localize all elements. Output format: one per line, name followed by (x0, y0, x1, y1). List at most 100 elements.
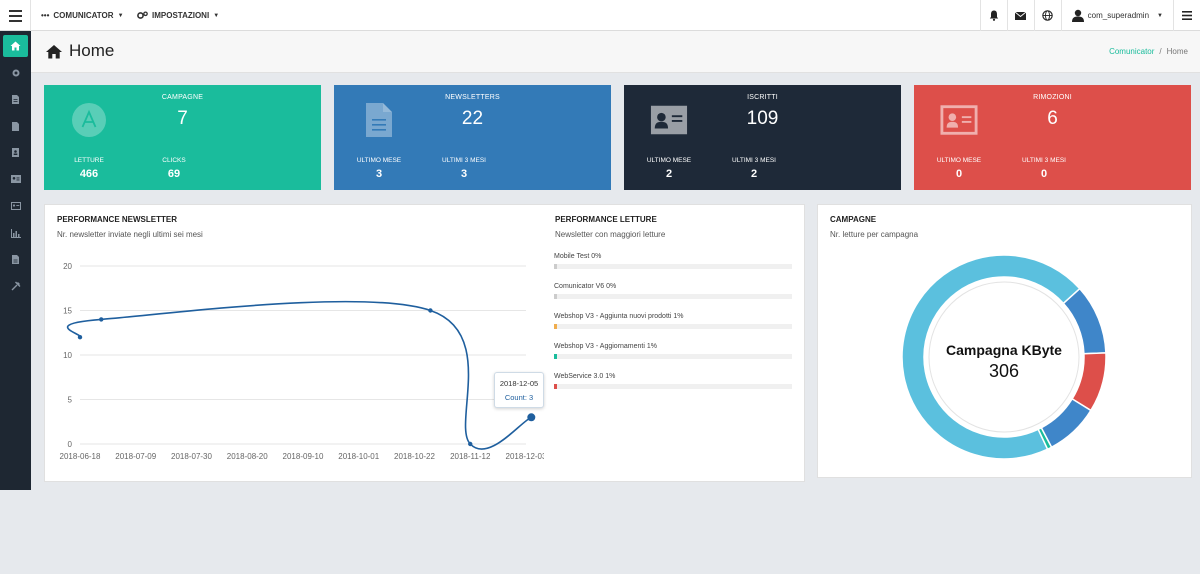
document-icon (12, 121, 19, 131)
card-sub-label: ULTIMO MESE (356, 157, 402, 164)
sidebar-item-contacts[interactable] (3, 141, 28, 163)
donut-slice[interactable] (901, 254, 1081, 460)
document-icon (360, 101, 398, 139)
progress-item: Mobile Test 0% (554, 253, 792, 269)
progress-fill (554, 354, 557, 359)
menu-comunicator-label: COMUNICATOR (53, 11, 114, 20)
sidebar-item-subscribers[interactable] (3, 168, 28, 190)
progress-label: Mobile Test 0% (554, 253, 602, 260)
card-rimozioni[interactable]: RIMOZIONI 6 ULTIMO MESE 0 ULTIMI 3 MESI … (914, 85, 1191, 190)
circle-icon (12, 69, 19, 77)
language-button[interactable] (1033, 0, 1061, 31)
x-tick-label: 2018-10-22 (394, 452, 435, 461)
chart-tooltip: 2018-12-05 Count: 3 (494, 372, 544, 408)
progress-label: Webshop V3 - Aggiornamenti 1% (554, 343, 657, 350)
breadcrumb: Comunicator / Home (1109, 47, 1188, 56)
breadcrumb-separator: / (1159, 47, 1162, 56)
card-value: 7 (177, 108, 188, 129)
performance-letture-subtitle: Newsletter con maggiori letture (555, 230, 666, 239)
card-label: ISCRITTI (747, 94, 778, 101)
progress-fill (554, 324, 557, 329)
sidebar-item-campaigns[interactable] (3, 62, 28, 84)
donut-center (928, 281, 1080, 433)
sidebar-item-reports[interactable] (3, 248, 28, 270)
sidebar-item-newsletters[interactable] (3, 88, 28, 110)
donut-center-value: 306 (989, 361, 1019, 381)
breadcrumb-link-comunicator[interactable]: Comunicator (1109, 47, 1155, 56)
x-tick-label: 2018-11-12 (450, 452, 491, 461)
bell-icon (989, 10, 998, 21)
x-tick-label: 2018-10-01 (338, 452, 379, 461)
card-newsletters[interactable]: NEWSLETTERS 22 ULTIMO MESE 3 ULTIMI 3 ME… (334, 85, 611, 190)
sidebar-item-home[interactable] (3, 35, 28, 57)
id-card-icon (10, 175, 21, 183)
x-tick-label: 2018-07-09 (115, 452, 156, 461)
file-text-icon (12, 254, 19, 264)
data-point[interactable] (99, 317, 104, 322)
card-iscritti[interactable]: ISCRITTI 109 ULTIMO MESE 2 ULTIMI 3 MESI… (624, 85, 901, 190)
messages-button[interactable] (1006, 0, 1034, 31)
x-tick-label: 2018-09-10 (283, 452, 324, 461)
file-icon (12, 94, 19, 104)
card-sub-label: ULTIMO MESE (646, 157, 692, 164)
notifications-button[interactable] (979, 0, 1007, 31)
card-value: 6 (1047, 108, 1058, 129)
menu-impostazioni[interactable]: IMPOSTAZIONI ▼ (137, 0, 219, 31)
sidebar-item-tools[interactable] (3, 275, 28, 297)
envelope-icon (1015, 11, 1027, 20)
donut-slice[interactable] (1037, 426, 1053, 451)
card-sub-value: 2 (665, 168, 673, 180)
bar-chart-icon (10, 228, 21, 238)
campaign-logo-icon (70, 101, 108, 139)
tooltip-date: 2018-12-05 (499, 379, 539, 388)
card-sub-value: 69 (167, 168, 181, 180)
sidebar-item-templates[interactable] (3, 115, 28, 137)
progress-item: Webshop V3 - Aggiunta nuovi prodotti 1% (554, 313, 792, 329)
progress-label: Comunicator V6 0% (554, 283, 617, 290)
x-tick-label: 2018-12-03 (506, 452, 544, 461)
card-sub-value: 2 (750, 168, 758, 180)
id-card-outline-icon (10, 202, 21, 210)
progress-fill (554, 264, 557, 269)
home-icon (10, 41, 21, 51)
x-tick-label: 2018-08-20 (227, 452, 268, 461)
performance-letture-title: PERFORMANCE LETTURE (555, 215, 657, 224)
page-title: Home (69, 41, 115, 60)
top-bar: ••• COMUNICATOR ▼ IMPOSTAZIONI ▼ com_sup… (0, 0, 1200, 31)
data-point[interactable] (428, 308, 433, 313)
data-point[interactable] (468, 441, 473, 447)
progress-bar (554, 264, 792, 269)
newsletter-line-chart: 0 5 10 15 20 2018-06-18 2018-07-09 2018-07-30 2… (60, 262, 544, 461)
card-sub-label: ULTIMI 3 MESI (1022, 157, 1066, 164)
performance-newsletter-subtitle: Nr. newsletter inviate negli ultimi sei … (57, 230, 203, 239)
tooltip-count: Count: 3 (504, 393, 534, 402)
card-sub-label: ULTIMI 3 MESI (732, 157, 776, 164)
breadcrumb-current: Home (1166, 47, 1188, 56)
sidebar-toggle-icon[interactable] (0, 0, 31, 31)
wrench-icon (11, 281, 20, 291)
page-header: Home Comunicator / Home (31, 31, 1200, 73)
y-tick-label: 10 (63, 351, 72, 360)
progress-item: Comunicator V6 0% (554, 283, 792, 299)
progress-bar (554, 384, 792, 389)
sidebar-item-statistics[interactable] (3, 222, 28, 244)
x-tick-label: 2018-07-30 (171, 452, 212, 461)
menu-comunicator[interactable]: ••• COMUNICATOR ▼ (41, 0, 124, 31)
menu-button[interactable] (1173, 0, 1200, 31)
card-label: NEWSLETTERS (445, 94, 500, 101)
card-label: RIMOZIONI (1033, 94, 1072, 101)
data-point[interactable] (527, 413, 536, 422)
gears-icon (137, 11, 148, 19)
user-icon (1071, 9, 1084, 22)
progress-label: WebService 3.0 1% (554, 373, 616, 380)
user-name: com_superadmin (1087, 11, 1150, 20)
user-menu[interactable]: com_superadmin ▼ (1060, 0, 1173, 31)
progress-item: WebService 3.0 1% (554, 373, 792, 389)
card-sub-label: CLICKS (162, 157, 186, 164)
menu-impostazioni-label: IMPOSTAZIONI (152, 11, 210, 20)
card-campagne[interactable]: CAMPAGNE 7 LETTURE 466 CLICKS 69 (44, 85, 321, 190)
sidebar-item-unsubscribed[interactable] (3, 195, 28, 217)
data-point[interactable] (77, 335, 83, 340)
ellipsis-icon: ••• (41, 11, 50, 20)
list-icon (1182, 11, 1192, 20)
